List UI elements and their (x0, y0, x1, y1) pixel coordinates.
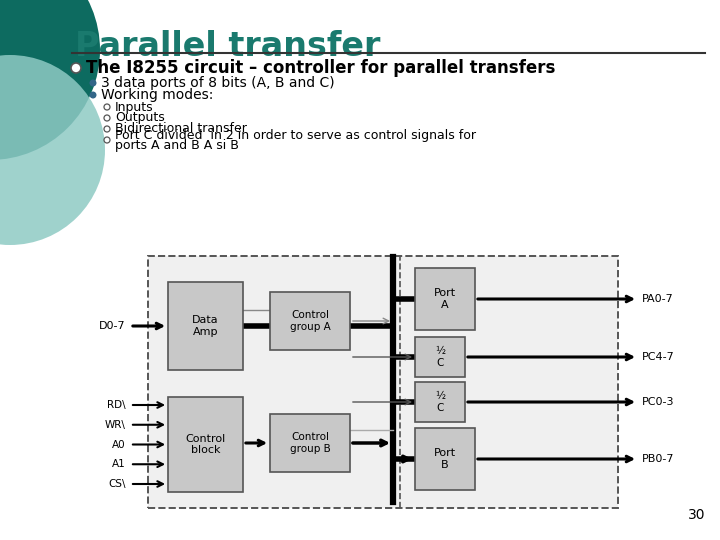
Text: Inputs: Inputs (115, 100, 153, 113)
Text: Parallel transfer: Parallel transfer (75, 30, 380, 63)
Circle shape (104, 104, 110, 110)
Circle shape (89, 91, 96, 98)
Text: Data
Amp: Data Amp (192, 315, 219, 337)
Text: A0: A0 (112, 440, 126, 449)
Circle shape (89, 79, 96, 86)
Text: WR\: WR\ (105, 420, 126, 430)
Text: CS\: CS\ (109, 479, 126, 489)
Text: Control
group A: Control group A (289, 310, 330, 332)
Text: D0-7: D0-7 (99, 321, 126, 331)
Circle shape (0, 55, 105, 245)
Circle shape (0, 0, 100, 160)
Text: PA0-7: PA0-7 (642, 294, 674, 304)
Text: A1: A1 (112, 459, 126, 469)
Text: 3 data ports of 8 bits (A, B and C): 3 data ports of 8 bits (A, B and C) (101, 76, 335, 90)
Bar (148, 256, 618, 508)
Text: Port
A: Port A (434, 288, 456, 310)
Bar (168, 282, 243, 370)
Text: RD\: RD\ (107, 400, 126, 410)
Text: PC4-7: PC4-7 (642, 352, 675, 362)
Bar (415, 337, 465, 377)
Bar (415, 382, 465, 422)
Text: Working modes:: Working modes: (101, 88, 213, 102)
Bar (270, 414, 350, 472)
Bar (415, 268, 475, 330)
Bar (270, 292, 350, 350)
Text: PB0-7: PB0-7 (642, 454, 675, 464)
Text: ½
C: ½ C (435, 346, 445, 368)
Text: ½
C: ½ C (435, 391, 445, 413)
Text: Control
block: Control block (185, 434, 225, 455)
Text: PC0-3: PC0-3 (642, 397, 675, 407)
Circle shape (71, 63, 81, 73)
Text: 30: 30 (688, 508, 705, 522)
Bar (415, 428, 475, 490)
Text: Bidirectional transfer: Bidirectional transfer (115, 123, 247, 136)
Text: Control
group B: Control group B (289, 432, 330, 454)
Circle shape (104, 115, 110, 121)
Circle shape (104, 126, 110, 132)
Text: The I8255 circuit – controller for parallel transfers: The I8255 circuit – controller for paral… (86, 59, 555, 77)
Circle shape (104, 137, 110, 143)
Bar (168, 397, 243, 492)
Text: ports A and B A si B: ports A and B A si B (115, 138, 239, 152)
Text: Port
B: Port B (434, 448, 456, 470)
Text: Outputs: Outputs (115, 111, 165, 125)
Text: Port C divided  in 2 in order to serve as control signals for: Port C divided in 2 in order to serve as… (115, 130, 476, 143)
